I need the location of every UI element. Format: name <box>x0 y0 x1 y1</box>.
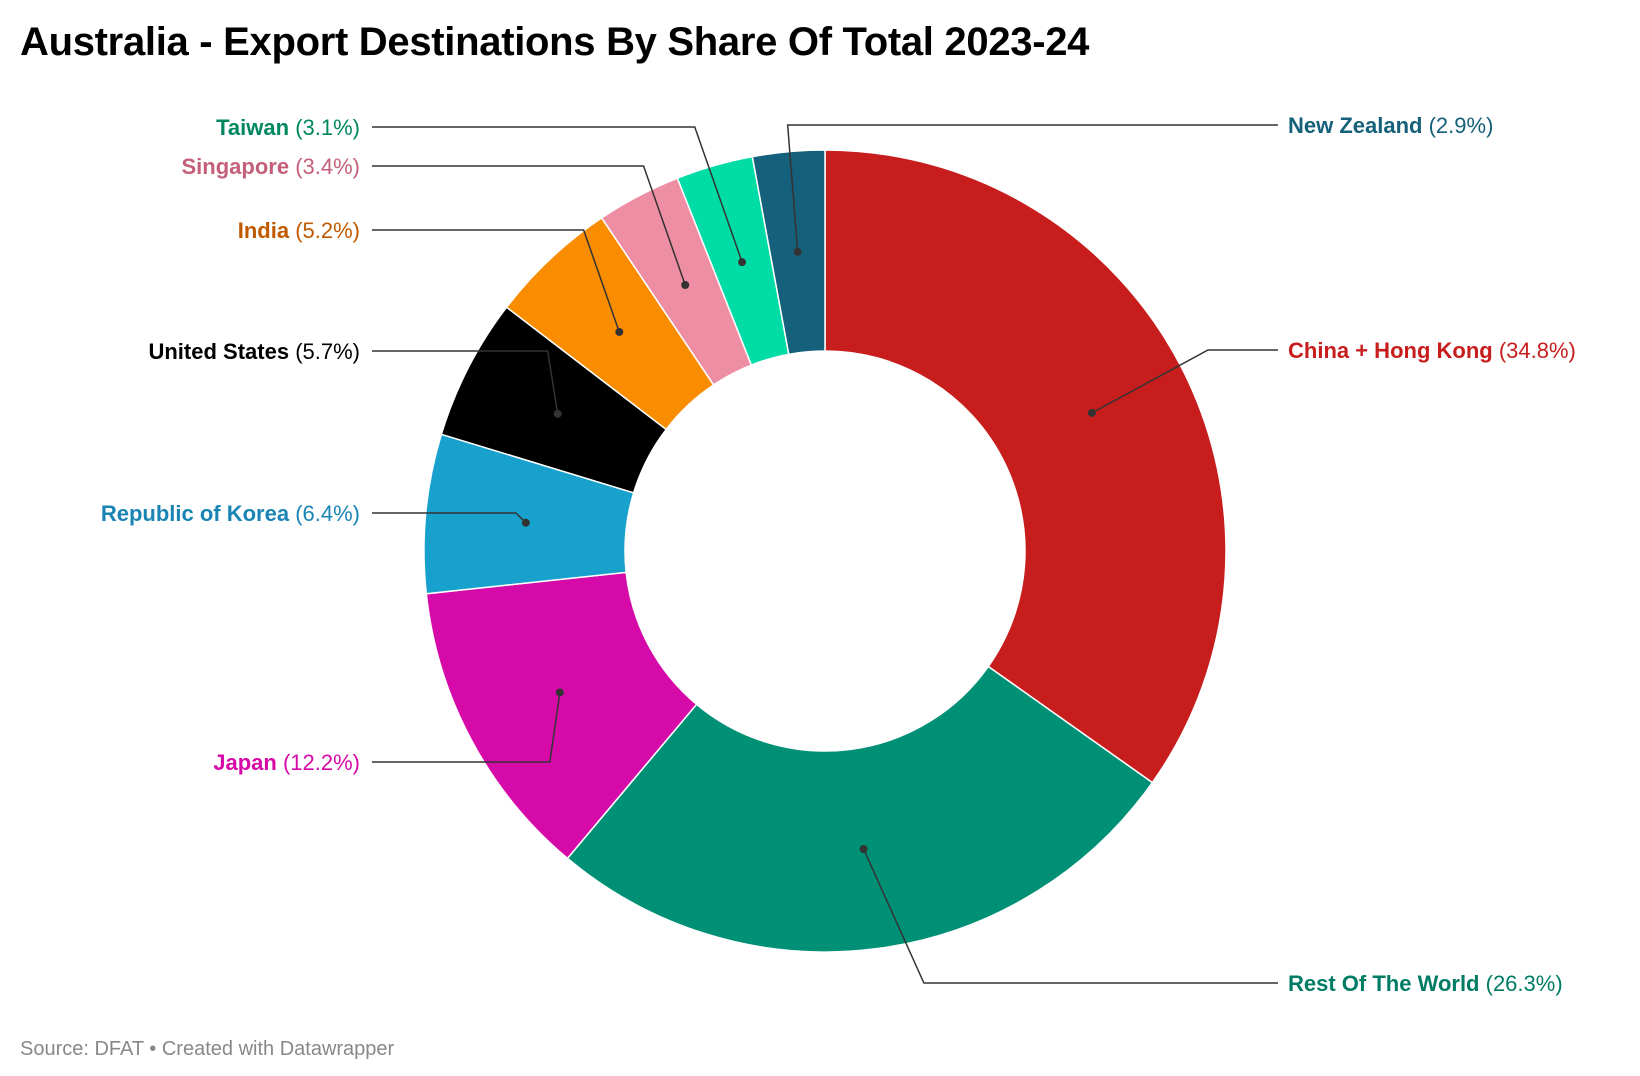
label-name-new-zealand: New Zealand <box>1288 113 1422 138</box>
slice-new-zealand <box>751 149 826 356</box>
leader-line-china-hong-kong <box>1091 349 1278 414</box>
label-united-states: United States (5.7%) <box>148 339 360 364</box>
leader-line-new-zealand <box>786 124 1278 252</box>
label-name-republic-of-korea: Republic of Korea <box>101 501 290 526</box>
label-singapore: Singapore (3.4%) <box>182 154 361 179</box>
leaders-layer <box>372 124 1278 984</box>
leader-line-taiwan <box>372 126 743 263</box>
label-value-japan: (12.2%) <box>277 750 360 775</box>
leader-line-republic-of-korea <box>372 512 527 524</box>
leader-dot-china-hong-kong <box>1087 408 1096 417</box>
leader-dot-united-states <box>553 409 562 418</box>
chart-title: Australia - Export Destinations By Share… <box>20 20 1090 64</box>
label-name-singapore: Singapore <box>182 154 290 179</box>
label-name-india: India <box>238 218 290 243</box>
label-republic-of-korea: Republic of Korea (6.4%) <box>101 501 360 526</box>
slice-rest-of-the-world <box>566 665 1154 953</box>
label-taiwan: Taiwan (3.1%) <box>216 115 360 140</box>
label-name-united-states: United States <box>148 339 289 364</box>
label-value-india: (5.2%) <box>289 218 360 243</box>
leader-line-united-states <box>372 350 559 414</box>
label-name-japan: Japan <box>213 750 277 775</box>
slice-japan <box>425 571 698 860</box>
label-name-china-hong-kong: China + Hong Kong <box>1288 338 1493 363</box>
slices-layer <box>423 149 1227 953</box>
label-rest-of-the-world: Rest Of The World (26.3%) <box>1288 971 1563 996</box>
source-note: Source: DFAT • Created with Datawrapper <box>20 1038 395 1060</box>
label-name-rest-of-the-world: Rest Of The World <box>1288 971 1480 996</box>
label-japan: Japan (12.2%) <box>213 750 360 775</box>
leader-line-japan <box>372 692 561 763</box>
label-value-taiwan: (3.1%) <box>289 115 360 140</box>
label-value-china-hong-kong: (34.8%) <box>1493 338 1576 363</box>
leader-dot-new-zealand <box>793 247 802 256</box>
leader-line-india <box>372 229 621 333</box>
leader-line-singapore <box>372 165 686 286</box>
label-china-hong-kong: China + Hong Kong (34.8%) <box>1288 338 1576 363</box>
slice-china-hong-kong <box>824 149 1227 784</box>
label-value-new-zealand: (2.9%) <box>1422 113 1493 138</box>
leader-line-rest-of-the-world <box>862 848 1278 984</box>
label-india: India (5.2%) <box>238 218 360 243</box>
leader-dot-india <box>615 327 624 336</box>
leader-dot-singapore <box>681 280 690 289</box>
leader-dot-rest-of-the-world <box>859 845 868 854</box>
labels-layer: China + Hong Kong (34.8%) Rest Of The Wor… <box>101 113 1576 996</box>
leader-dot-japan <box>555 688 564 697</box>
leader-dot-republic-of-korea <box>521 518 530 527</box>
label-value-singapore: (3.4%) <box>289 154 360 179</box>
leader-dot-taiwan <box>738 258 747 267</box>
label-new-zealand: New Zealand (2.9%) <box>1288 113 1493 138</box>
label-value-republic-of-korea: (6.4%) <box>289 501 360 526</box>
label-name-taiwan: Taiwan <box>216 115 289 140</box>
label-value-united-states: (5.7%) <box>289 339 360 364</box>
label-value-rest-of-the-world: (26.3%) <box>1480 971 1563 996</box>
